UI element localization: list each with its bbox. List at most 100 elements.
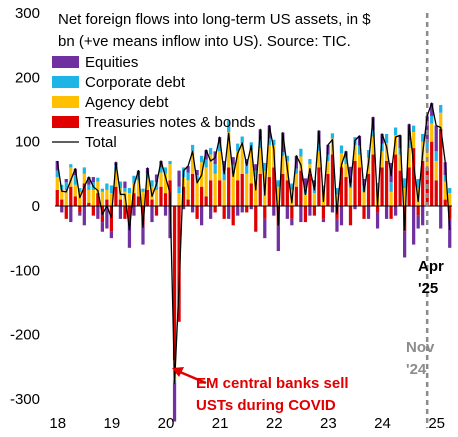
apr-annotation-line-1: Apr [418,258,444,275]
bar-treasuries [227,167,231,206]
bar-agency-debt [276,186,280,206]
bar-treasuries [105,199,109,206]
bar-agency-debt [443,181,447,200]
x-tick-label: 21 [212,415,229,432]
bar-treasuries [109,206,114,232]
bar-corporate-debt [118,181,123,188]
bar-equities [366,206,371,219]
bar-treasuries [353,160,357,206]
bar-treasuries [222,206,226,219]
bar-treasuries [321,206,326,219]
x-tick-label: 20 [158,415,175,432]
bar-corporate-debt [339,145,344,154]
y-tick-label: -300 [10,391,40,408]
bar-corporate-debt [308,159,312,165]
bar-agency-debt [326,160,330,174]
bar-equities [353,206,357,210]
bar-treasuries [254,206,258,232]
bar-corporate-debt [285,155,289,161]
bar-equities [285,206,289,219]
bar-agency-debt [55,177,59,190]
bar-corporate-debt [105,183,109,190]
bar-corporate-debt [73,175,77,185]
bar-equities [78,212,82,216]
bar-corporate-debt [96,177,100,182]
bar-agency-debt [105,189,109,200]
bar-agency-debt [69,167,73,187]
bar-equities [403,231,407,258]
bar-equities [105,206,109,229]
y-tick-label: 300 [15,5,40,22]
bar-corporate-debt [109,185,114,194]
bar-agency-debt [177,193,181,206]
bar-treasuries [371,154,375,206]
bar-agency-debt [389,191,393,206]
bar-treasuries [78,206,82,213]
bar-corporate-debt [213,164,217,174]
bar-treasuries [439,128,443,206]
bar-treasuries [82,183,86,206]
bar-corporate-debt [245,164,249,174]
bar-equities [100,222,104,232]
x-tick-labels: 18 19 20 21 22 23 24 25 [49,415,445,432]
bar-agency-debt [100,191,104,206]
bar-corporate-debt [87,184,91,190]
bar-equities [393,206,398,216]
bar-corporate-debt [159,167,163,173]
bar-equities [416,215,420,229]
bar-treasuries [366,173,371,206]
bar-corporate-debt [389,182,393,192]
bar-equities [91,177,95,183]
bar-agency-debt [407,148,411,168]
bar-treasuries [258,173,262,206]
x-tick-label: 25 [428,415,445,432]
bar-corporate-debt [267,138,271,145]
bar-agency-debt [258,148,262,174]
bar-agency-debt [163,173,168,194]
bar-agency-debt [204,167,208,197]
bar-agency-debt [384,142,389,161]
bar-agency-debt [281,155,285,174]
bar-corporate-debt [222,170,226,181]
bar-agency-debt [87,189,91,203]
bar-equities [236,206,240,216]
bar-agency-debt [267,144,271,178]
x-tick-label: 22 [266,415,283,432]
bar-corporate-debt [366,150,371,158]
bar-corporate-debt [384,133,389,143]
bar-treasuries [380,167,384,206]
bar-treasuries [317,167,321,206]
bar-treasuries [204,196,208,206]
y-tick-labels: 300 200 100 0 -100 -200 -300 [10,5,40,408]
nov-annotation: Nov '24 [406,339,435,378]
bar-treasuries [231,206,235,226]
bar-equities [308,206,312,216]
bar-agency-debt [371,136,375,155]
bar-agency-debt [190,151,195,174]
series-total-line [56,102,451,384]
covid-annotation-line-2: USTs during COVID [196,397,336,414]
bar-corporate-debt [393,127,398,136]
bar-equities [82,206,86,226]
bar-treasuries [412,148,416,206]
bar-corporate-debt [69,164,73,168]
bar-corporate-debt [82,167,86,174]
bar-corporate-debt [371,130,375,137]
bar-agency-debt [78,191,82,206]
bar-equities [272,206,276,216]
bar-treasuries [357,167,362,206]
bar-treasuries [163,193,168,206]
bar-agency-debt [141,191,145,206]
bar-corporate-debt [326,154,330,161]
bar-treasuries [114,186,118,206]
bar-corporate-debt [163,167,168,174]
bar-treasuries [389,206,393,219]
bar-treasuries [362,206,366,219]
bar-corporate-debt [380,143,384,152]
bar-equities [421,206,425,226]
bar-equities [87,177,91,185]
bar-treasuries [443,199,447,206]
bar-treasuries [240,173,244,206]
bar-equities [425,115,429,142]
